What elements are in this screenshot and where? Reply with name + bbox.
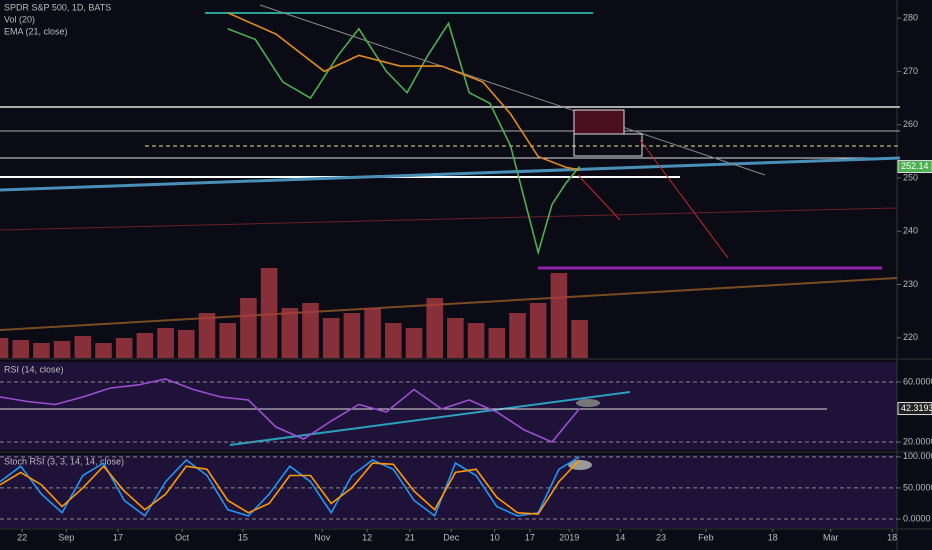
volume-bar — [302, 303, 319, 358]
volume-bar — [136, 333, 154, 358]
series-line — [0, 378, 581, 444]
series-line — [0, 459, 581, 515]
indicator-title: Vol (20) — [4, 14, 35, 24]
x-tick-label: 14 — [615, 532, 625, 542]
volume-bar — [405, 328, 423, 358]
y-tick-label: 270 — [903, 66, 918, 76]
y-tick-label: 240 — [903, 226, 918, 236]
volume-bar — [447, 318, 464, 358]
y-tick-label: 100.0000 — [903, 451, 932, 461]
stoch-panel — [0, 455, 897, 528]
x-tick-label: 18 — [887, 532, 897, 542]
y-tick-label: 220 — [903, 332, 918, 342]
volume-bar — [281, 308, 299, 358]
x-tick-label: 17 — [113, 532, 123, 542]
x-tick-label: 2019 — [559, 532, 579, 542]
volume-bar — [550, 273, 568, 358]
value-tag-label: 42.3193 — [901, 403, 932, 413]
drawing — [573, 133, 643, 157]
series-line — [227, 12, 580, 171]
volume-bar — [322, 318, 340, 358]
x-tick-label: 22 — [17, 532, 27, 542]
drawing — [259, 4, 766, 176]
x-tick-label: 10 — [490, 532, 500, 542]
volume-bar — [343, 313, 361, 358]
volume-bar — [219, 323, 236, 358]
series-line — [227, 21, 581, 256]
x-tick-label: 23 — [656, 532, 666, 542]
x-tick-label: 17 — [525, 532, 535, 542]
x-tick-label: Oct — [175, 532, 190, 542]
y-tick-label: 230 — [903, 279, 918, 289]
volume-bar — [571, 320, 588, 358]
volume-bar — [157, 328, 174, 358]
x-tick-label: Dec — [443, 532, 460, 542]
volume-bar — [53, 341, 71, 358]
indicator-title: RSI (14, close) — [4, 364, 64, 374]
volume-bar — [467, 323, 485, 358]
volume-bar — [488, 328, 506, 358]
volume-bar — [260, 268, 278, 358]
value-tag-label: 252.14 — [901, 161, 929, 171]
drawing — [577, 174, 621, 221]
legend-entry: EMA (21, close) — [4, 26, 68, 36]
volume-bar — [240, 298, 257, 358]
volume-bar — [178, 330, 195, 358]
y-tick-label: 280 — [903, 12, 918, 22]
volume-bar — [509, 313, 526, 358]
x-tick-label: Sep — [58, 532, 74, 542]
y-tick-label: 250 — [903, 172, 918, 182]
drawing — [568, 460, 592, 470]
volume-bar — [12, 340, 29, 358]
drawing — [576, 399, 600, 407]
y-tick-label: 60.0000 — [903, 376, 932, 386]
indicator-title: Stoch RSI (3, 3, 14, 14, close) — [4, 456, 124, 466]
value-tag — [897, 402, 932, 416]
volume-bar — [115, 338, 133, 358]
chart-title: SPDR S&P 500, 1D, BATS — [4, 2, 111, 12]
x-tick-label: 15 — [238, 532, 248, 542]
volume-bar — [33, 343, 50, 358]
x-tick-label: Mar — [823, 532, 839, 542]
x-tick-label: 21 — [405, 532, 415, 542]
series-line — [0, 456, 581, 518]
drawing — [639, 139, 729, 259]
volume-bar — [364, 308, 381, 358]
x-tick-label: Nov — [314, 532, 331, 542]
y-tick-label: 20.0000 — [903, 436, 932, 446]
x-tick-label: Feb — [698, 532, 714, 542]
drawing — [0, 277, 898, 331]
volume-bar — [529, 303, 547, 358]
volume-bar — [0, 338, 9, 358]
volume-bar — [426, 298, 443, 358]
x-tick-label: 18 — [768, 532, 778, 542]
volume-bar — [198, 313, 216, 358]
volume-bar — [95, 343, 112, 358]
value-tag — [897, 160, 932, 174]
drawing — [0, 156, 901, 192]
y-tick-label: 260 — [903, 119, 918, 129]
y-tick-label: 50.0000 — [903, 482, 932, 492]
drawing — [0, 207, 898, 231]
x-tick-label: 12 — [362, 532, 372, 542]
volume-bar — [385, 323, 402, 358]
volume-bar — [74, 336, 92, 358]
y-tick-label: 0.0000 — [903, 513, 931, 523]
drawing — [573, 109, 625, 135]
